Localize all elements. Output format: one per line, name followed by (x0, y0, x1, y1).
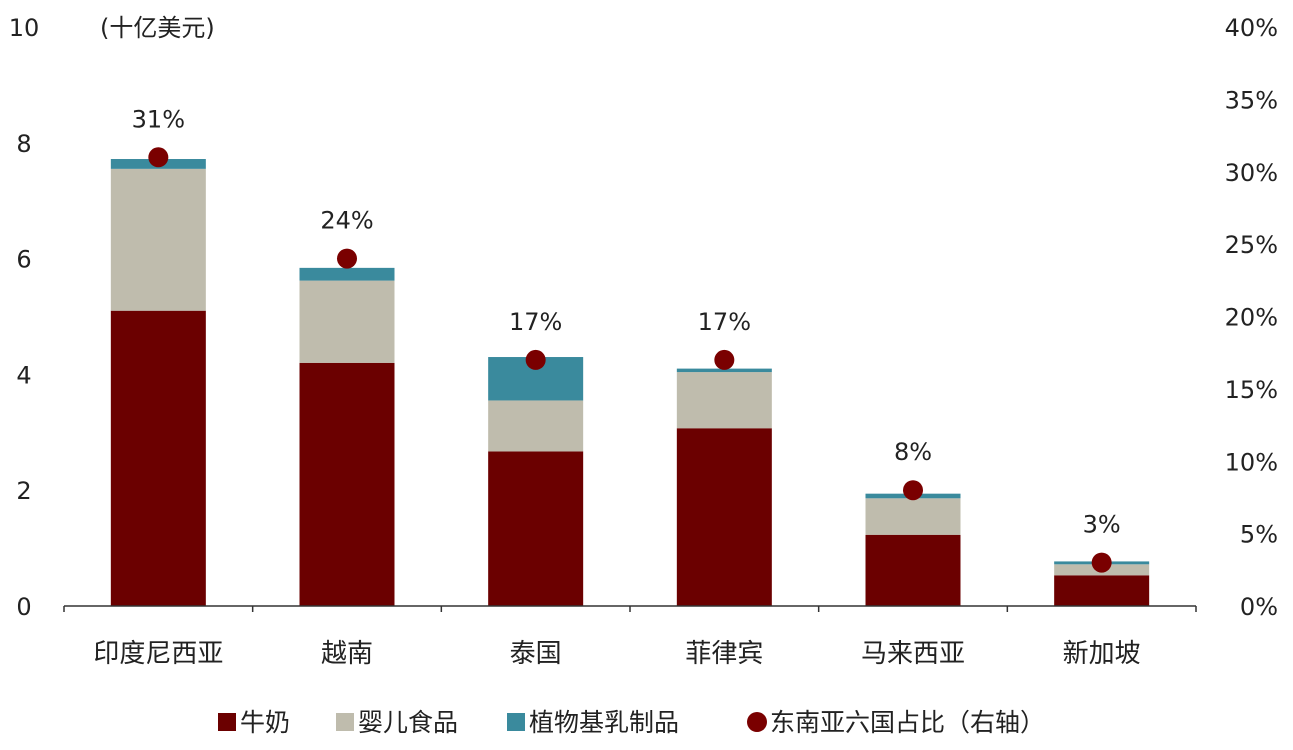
bar-segment-1-2 (299, 267, 395, 281)
share-data-label: 3% (1083, 511, 1121, 539)
share-data-label: 17% (509, 308, 562, 336)
right-tick-label: 30% (1225, 159, 1278, 187)
right-tick-label: 35% (1225, 86, 1278, 114)
left-tick-label: 8 (16, 130, 31, 158)
bar-segment-2-1 (488, 400, 584, 452)
left-tick-label: 2 (16, 477, 31, 505)
share-marker (714, 349, 735, 370)
category-label: 菲律宾 (685, 639, 763, 669)
left-axis-tick-labels: 0 2 4 6 8 10 (9, 14, 40, 621)
share-data-label: 17% (698, 308, 751, 336)
share-marker (337, 248, 357, 269)
left-tick-label: 10 (9, 14, 40, 42)
left-tick-label: 0 (16, 593, 31, 621)
bar-segment-4-0 (865, 534, 961, 606)
share-data-label: 24% (320, 207, 373, 235)
legend-label-0: 牛奶 (240, 708, 290, 737)
bar-segment-3-0 (676, 428, 772, 606)
share-data-label: 8% (894, 438, 932, 466)
share-marker (525, 349, 546, 370)
category-labels: 印度尼西亚 越南 泰国 菲律宾 马来西亚 新加坡 (93, 639, 1140, 669)
legend-swatch-3 (747, 712, 767, 732)
bar-segment-5-0 (1054, 575, 1150, 606)
right-tick-label: 40% (1225, 14, 1278, 42)
left-tick-label: 4 (16, 361, 31, 389)
bar-segment-0-1 (110, 168, 206, 311)
share-data-labels: 31% 24% 17% 17% 8% 3% (132, 105, 1121, 538)
legend: 牛奶 婴儿食品 植物基乳制品 东南亚六国占比（右轴） (218, 708, 1045, 737)
right-tick-label: 5% (1240, 521, 1278, 549)
right-tick-label: 10% (1225, 448, 1278, 476)
right-tick-label: 25% (1225, 231, 1278, 259)
y-axis-unit-label: (十亿美元) (100, 14, 215, 42)
legend-swatch-0 (218, 713, 236, 731)
share-markers (148, 147, 1112, 573)
right-tick-label: 20% (1225, 304, 1278, 332)
right-tick-label: 0% (1240, 593, 1278, 621)
bar-segment-4-1 (865, 498, 961, 535)
legend-swatch-2 (507, 713, 525, 731)
x-axis-ticks (63, 606, 1197, 612)
bar-segment-3-2 (676, 368, 772, 373)
bar-segment-2-0 (488, 451, 584, 606)
category-label: 印度尼西亚 (93, 639, 223, 669)
right-axis-tick-labels: 0% 5% 10% 15% 20% 25% 30% 35% 40% (1225, 14, 1278, 621)
category-label: 泰国 (510, 639, 562, 669)
left-tick-label: 6 (16, 246, 31, 274)
share-data-label: 31% (132, 105, 185, 133)
right-tick-label: 15% (1225, 376, 1278, 404)
legend-label-1: 婴儿食品 (358, 708, 458, 737)
legend-label-3: 东南亚六国占比（右轴） (770, 708, 1045, 737)
share-marker (903, 480, 923, 501)
bar-segment-0-0 (110, 310, 206, 606)
bars-group (110, 159, 1150, 606)
legend-swatch-1 (336, 713, 354, 731)
legend-label-2: 植物基乳制品 (529, 708, 679, 737)
category-label: 越南 (321, 639, 373, 669)
bar-segment-1-1 (299, 280, 395, 363)
category-label: 新加坡 (1063, 639, 1141, 669)
bar-segment-3-1 (676, 372, 772, 429)
category-label: 马来西亚 (861, 639, 965, 669)
share-marker (1091, 552, 1112, 573)
bar-segment-1-0 (299, 362, 395, 606)
share-marker (148, 147, 169, 168)
